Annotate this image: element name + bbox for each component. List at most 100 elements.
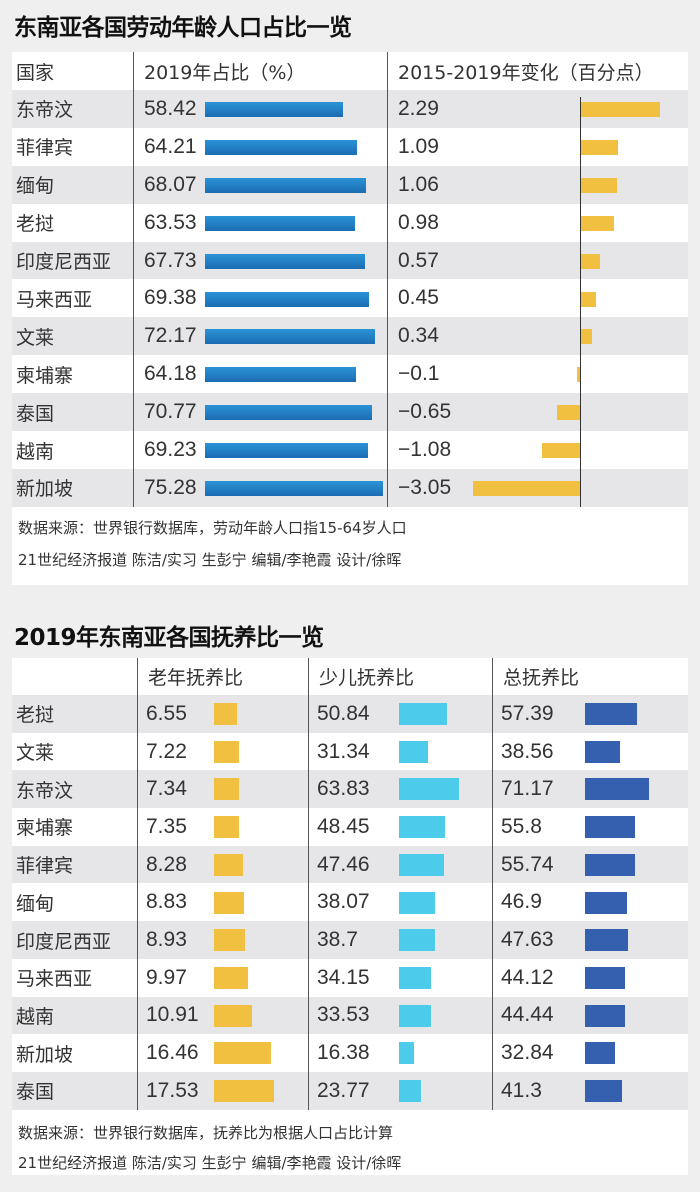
ratio-value: 16.38: [317, 1041, 370, 1065]
ratio-value: 7.34: [146, 777, 187, 801]
table-row: 马来西亚 69.38 0.45: [12, 280, 688, 318]
ratio-value: 38.56: [501, 739, 554, 763]
change-value: 0.98: [398, 210, 439, 234]
share-value: 58.42: [144, 96, 197, 120]
ratio-bar: [399, 703, 447, 725]
ratio-value: 9.97: [146, 965, 187, 989]
ratio-value: 44.44: [501, 1003, 554, 1027]
column-header: 国家: [16, 61, 55, 84]
ratio-bar: [399, 816, 445, 839]
country-label: 文莱: [16, 326, 55, 349]
ratio-value: 47.63: [501, 928, 554, 952]
column-header: 总抚养比: [503, 667, 580, 689]
share-bar: [205, 367, 357, 383]
change-bar: [580, 139, 619, 155]
ratio-bar: [585, 966, 625, 989]
country-label: 越南: [16, 1005, 55, 1028]
ratio-bar: [399, 966, 432, 989]
ratio-bar: [214, 853, 243, 876]
ratio-value: 57.39: [501, 701, 554, 725]
ratio-value: 71.17: [501, 777, 554, 801]
ratio-value: 16.46: [146, 1041, 199, 1065]
ratio-value: 8.83: [146, 890, 187, 914]
table-row: 印度尼西亚 8.93 38.7 47.63: [12, 921, 688, 959]
change-bar: [580, 215, 615, 231]
credit-note: 21世纪经济报道 陈洁/实习 生彭宁 编辑/李艳霞 设计/徐晖: [18, 551, 402, 569]
change-bar: [580, 177, 618, 193]
country-label: 老挝: [16, 704, 55, 727]
country-label: 菲律宾: [16, 855, 74, 878]
country-label: 马来西亚: [16, 968, 93, 991]
share-value: 68.07: [144, 172, 197, 196]
share-value: 64.18: [144, 362, 197, 386]
column-divider: [133, 52, 134, 507]
change-bar: [580, 291, 596, 307]
country-label: 泰国: [16, 1081, 55, 1104]
ratio-bar: [399, 891, 435, 914]
change-bar: [542, 443, 580, 459]
ratio-value: 31.34: [317, 739, 370, 763]
ratio-bar: [214, 816, 240, 839]
source-note: 数据来源：世界银行数据库，抚养比为根据人口占比计算: [18, 1124, 394, 1142]
table-header-row: 老年抚养比 少儿抚养比 总抚养比: [12, 658, 688, 695]
change-bar: [557, 405, 580, 421]
ratio-bar: [399, 740, 429, 763]
ratio-value: 23.77: [317, 1078, 370, 1102]
share-value: 69.38: [144, 286, 197, 310]
country-label: 印度尼西亚: [16, 930, 112, 953]
ratio-value: 8.28: [146, 852, 187, 876]
column-header: 2015-2019年变化（百分点）: [398, 61, 654, 84]
ratio-bar: [399, 778, 459, 801]
table-header-row: 国家 2019年占比（%） 2015-2019年变化（百分点）: [12, 52, 688, 90]
chart-title-dependency: 2019年东南亚各国抚养比一览: [14, 625, 324, 651]
ratio-value: 10.91: [146, 1003, 199, 1027]
ratio-bar: [214, 740, 239, 763]
labor-table: 国家 2019年占比（%） 2015-2019年变化（百分点） 东帝汶 58.42 2.2…: [12, 52, 688, 585]
ratio-bar: [585, 1080, 623, 1102]
change-bar: [576, 367, 580, 383]
column-header: 老年抚养比: [148, 667, 244, 689]
ratio-value: 46.9: [501, 890, 542, 914]
ratio-value: 38.7: [317, 928, 358, 952]
ratio-bar: [399, 929, 436, 952]
table-row: 缅甸 8.83 38.07 46.9: [12, 884, 688, 922]
share-bar: [205, 177, 366, 193]
country-label: 东帝汶: [16, 99, 74, 122]
ratio-value: 55.74: [501, 852, 554, 876]
table-row: 越南 69.23 −1.08: [12, 431, 688, 469]
share-bar: [205, 443, 369, 459]
country-label: 新加坡: [16, 478, 74, 501]
ratio-bar: [214, 891, 245, 914]
country-label: 新加坡: [16, 1043, 74, 1066]
change-value: 1.06: [398, 172, 439, 196]
table-row: 老挝 63.53 0.98: [12, 204, 688, 242]
change-bar: [580, 329, 592, 345]
column-divider: [387, 52, 388, 507]
ratio-value: 7.22: [146, 739, 187, 763]
share-value: 75.28: [144, 475, 197, 499]
share-bar: [205, 215, 355, 231]
table-row: 菲律宾 8.28 47.46 55.74: [12, 845, 688, 884]
country-label: 缅甸: [16, 892, 55, 915]
share-value: 63.53: [144, 210, 197, 234]
table-row: 老挝 6.55 50.84 57.39: [12, 695, 688, 733]
ratio-bar: [214, 703, 237, 725]
ratio-value: 50.84: [317, 701, 370, 725]
change-value: −0.1: [398, 362, 440, 386]
change-bar: [473, 481, 580, 496]
country-label: 越南: [16, 440, 55, 463]
source-note: 数据来源：世界银行数据库，劳动年龄人口指15-64岁人口: [18, 519, 407, 537]
ratio-value: 8.93: [146, 928, 187, 952]
ratio-bar: [214, 929, 245, 952]
share-value: 72.17: [144, 324, 197, 348]
ratio-bar: [585, 740, 620, 763]
ratio-bar: [585, 929, 628, 952]
table-row: 东帝汶 58.42 2.29: [12, 90, 688, 128]
column-divider: [492, 658, 493, 1110]
table-row: 新加坡 75.28 −3.05: [12, 469, 688, 507]
ratio-value: 38.07: [317, 890, 370, 914]
share-value: 69.23: [144, 438, 197, 462]
table-row: 文莱 72.17 0.34: [12, 317, 688, 356]
share-bar: [205, 139, 357, 155]
